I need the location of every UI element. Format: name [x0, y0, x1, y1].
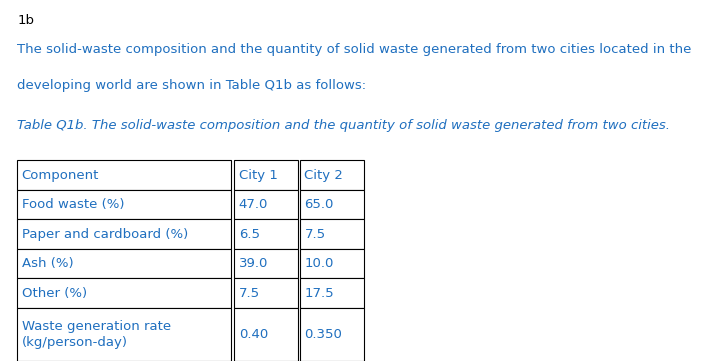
Bar [17, 249, 231, 278]
Text: 7.5: 7.5 [239, 287, 260, 300]
Text: 6.5: 6.5 [239, 228, 260, 241]
Bar [17, 219, 231, 249]
Text: 10.0: 10.0 [304, 257, 333, 270]
Bar [234, 219, 298, 249]
Text: Waste generation rate
(kg/person-day): Waste generation rate (kg/person-day) [22, 320, 171, 349]
Text: 47.0: 47.0 [239, 198, 268, 211]
Text: 65.0: 65.0 [304, 198, 333, 211]
Text: 1b: 1b [17, 14, 34, 27]
Bar [17, 308, 231, 361]
Bar [234, 190, 298, 219]
Text: 39.0: 39.0 [239, 257, 268, 270]
Text: City 2: City 2 [304, 169, 343, 182]
Bar [234, 160, 298, 190]
Text: The solid-waste composition and the quantity of solid waste generated from two c: The solid-waste composition and the quan… [17, 43, 692, 56]
Bar [17, 160, 231, 190]
Text: Component: Component [22, 169, 99, 182]
Text: City 1: City 1 [239, 169, 277, 182]
Bar [234, 278, 298, 308]
Bar [234, 249, 298, 278]
Text: Table Q1b. The solid-waste composition and the quantity of solid waste generated: Table Q1b. The solid-waste composition a… [17, 119, 670, 132]
Bar [17, 278, 231, 308]
Text: 17.5: 17.5 [304, 287, 334, 300]
Bar [300, 219, 364, 249]
Text: Other (%): Other (%) [22, 287, 87, 300]
Bar [234, 308, 298, 361]
Text: 7.5: 7.5 [304, 228, 326, 241]
Bar [17, 190, 231, 219]
Text: Food waste (%): Food waste (%) [22, 198, 124, 211]
Text: developing world are shown in Table Q1b as follows:: developing world are shown in Table Q1b … [17, 79, 366, 92]
Text: 0.40: 0.40 [239, 328, 268, 341]
Text: Paper and cardboard (%): Paper and cardboard (%) [22, 228, 188, 241]
Bar [300, 190, 364, 219]
Text: 0.350: 0.350 [304, 328, 342, 341]
Bar [300, 160, 364, 190]
Bar [300, 249, 364, 278]
Bar [300, 308, 364, 361]
Text: Ash (%): Ash (%) [22, 257, 73, 270]
Bar [300, 278, 364, 308]
